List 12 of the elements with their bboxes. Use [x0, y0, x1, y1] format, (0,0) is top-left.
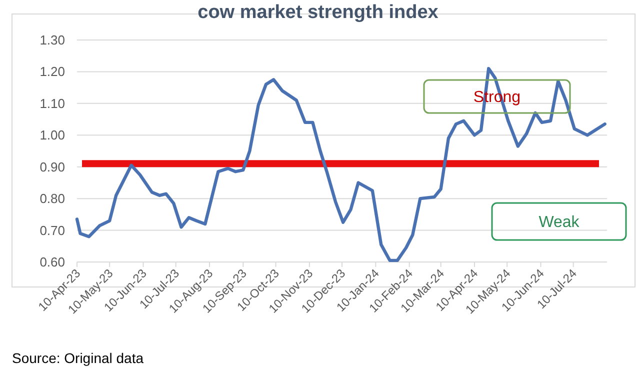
source-note: Source: Original data [12, 350, 144, 366]
y-tick-label: 1.10 [40, 96, 65, 111]
annotation: Weak [538, 214, 580, 231]
y-tick-label: 0.60 [40, 254, 65, 270]
y-tick-label: 1.30 [40, 32, 65, 48]
y-tick-label: 0.70 [40, 222, 65, 238]
line-series [75, 66, 606, 262]
y-tick-label: 0.80 [40, 191, 65, 206]
y-tick-label: 1.20 [40, 64, 65, 80]
chart-title: cow market strength index [198, 2, 439, 23]
y-tick-label: 1.00 [40, 128, 65, 143]
y-tick-label: 0.90 [40, 159, 65, 174]
